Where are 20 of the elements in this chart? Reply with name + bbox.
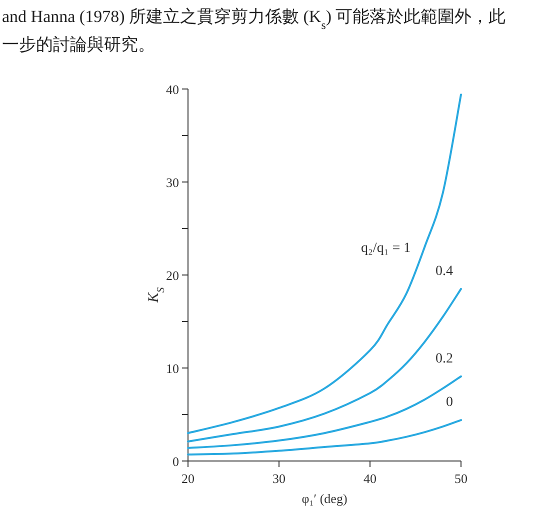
x-tick-label: 50	[454, 471, 468, 486]
line-series	[187, 419, 462, 456]
x-axis-title: φ₁′ (deg)	[302, 491, 348, 506]
series-label: 0.4	[436, 264, 453, 279]
series-label: 0	[446, 395, 453, 410]
line-series	[187, 94, 462, 434]
y-tick-label: 20	[166, 268, 179, 283]
series-label: q₂/q₁ = 1	[361, 241, 411, 256]
text: 一步的討論與研究。	[2, 35, 155, 54]
x-tick-label: 20	[182, 471, 194, 486]
y-tick-label: 40	[166, 82, 179, 97]
series-label: 0.2	[436, 351, 453, 366]
y-tick-label: 0	[172, 454, 179, 469]
x-tick-label: 30	[272, 471, 286, 486]
text: and Hanna (1978) 所建立之貫穿剪力係數 (K$_{s}$) 可能落於此範圍外，此	[2, 7, 506, 32]
line-series	[187, 375, 462, 449]
y-tick-label: 30	[166, 175, 179, 190]
x-tick-label: 40	[364, 471, 376, 486]
y-tick-label: 10	[166, 361, 179, 376]
line-series	[187, 288, 462, 442]
